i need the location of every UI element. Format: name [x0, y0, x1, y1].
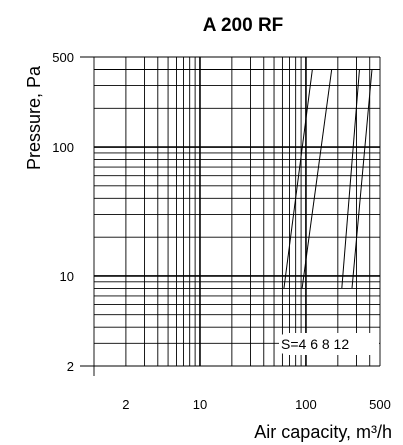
x-axis-label: Air capacity, m³/h [254, 422, 392, 442]
curve-labels: S=4 6 8 12 [279, 333, 379, 355]
curves [283, 69, 373, 289]
grid [80, 56, 381, 376]
y-tick-label: 500 [52, 50, 74, 65]
y-tick-label: 2 [67, 359, 74, 374]
curve-label-box [279, 333, 379, 355]
series-line [301, 69, 333, 289]
curve-labels-text: S=4 6 8 12 [281, 336, 349, 352]
chart-title: A 200 RF [203, 15, 284, 36]
y-axis-label: Pressure, Pa [24, 65, 44, 170]
series-line [283, 69, 313, 289]
series-line [351, 69, 373, 289]
y-tick-label: 10 [60, 269, 74, 284]
x-tick-label: 10 [193, 397, 207, 412]
series-line [341, 69, 360, 289]
y-tick-label: 100 [52, 140, 74, 155]
x-tick-label: 500 [369, 397, 391, 412]
x-tick-label: 100 [295, 397, 317, 412]
tick-labels: 2 10 100 500 2 10 100 500 [52, 50, 391, 412]
x-tick-label: 2 [122, 397, 129, 412]
